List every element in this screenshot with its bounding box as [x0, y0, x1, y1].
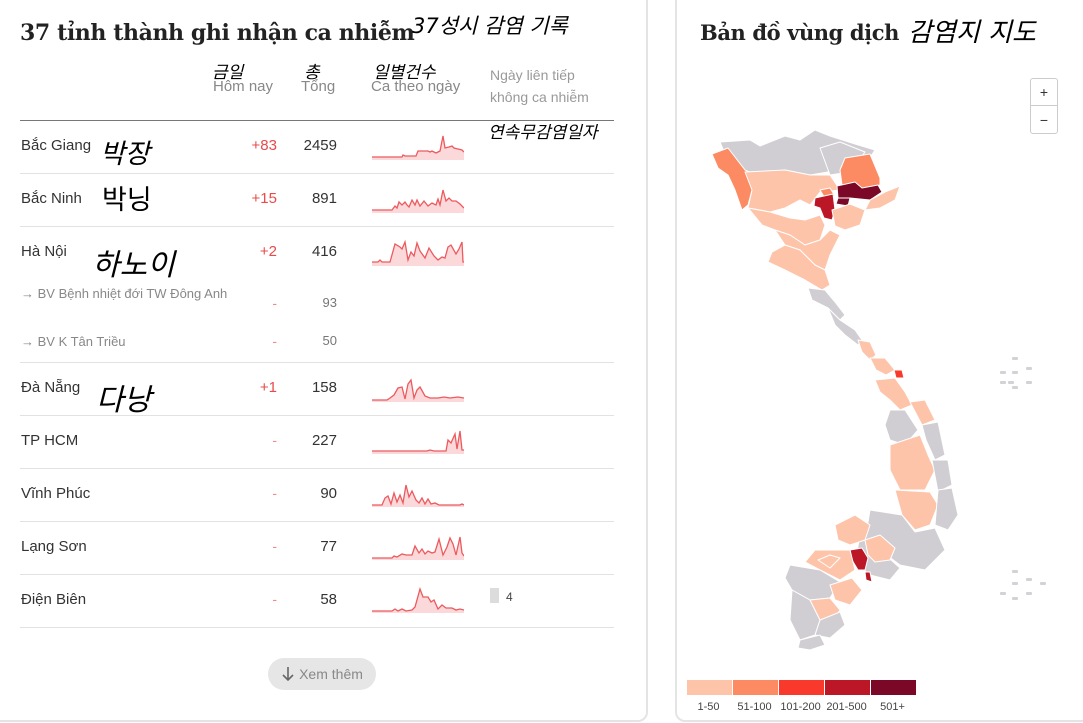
today-count: +15 — [251, 190, 277, 207]
header-divider — [20, 120, 614, 121]
province-name: Đà Nẵng — [21, 379, 81, 396]
sparkline-chart — [372, 484, 464, 507]
streak-label-line2: không ca nhiễm — [490, 89, 589, 105]
sparkline-chart — [372, 135, 464, 160]
map-title-annotation: 감염지 지도 — [908, 18, 1036, 48]
total-count: 58 — [320, 591, 337, 608]
sparkline-chart — [372, 189, 464, 213]
column-header-daily: Ca theo ngày — [371, 78, 461, 95]
sparkline-chart — [372, 378, 464, 402]
daily-annotation: 일별건수 — [373, 63, 436, 83]
legend-label: 201-500 — [826, 701, 867, 713]
load-more-label: Xem thêm — [299, 666, 363, 682]
legend-label: 51-100 — [737, 701, 772, 713]
total-count: 77 — [320, 538, 337, 555]
sparkline-chart — [372, 430, 464, 454]
legend-item: 1-50 — [687, 680, 732, 713]
provinces-card — [0, 0, 648, 722]
row-divider — [20, 415, 614, 416]
today-count: - — [272, 591, 277, 607]
map-zoom-control: + − — [1030, 78, 1058, 134]
province-name: Điện Biên — [21, 591, 87, 608]
today-count: - — [272, 295, 277, 311]
today-count: +2 — [259, 243, 277, 260]
total-count: 2459 — [303, 137, 337, 154]
column-header-today[interactable]: Hôm nay — [213, 78, 274, 95]
row-divider — [20, 226, 614, 227]
province-annotation: 박장 — [100, 139, 150, 170]
province-name: TP HCM — [21, 432, 79, 449]
legend-swatch — [779, 680, 824, 695]
streak-bar — [490, 588, 499, 603]
streak-days: 4 — [506, 590, 513, 604]
row-divider — [20, 627, 614, 628]
today-count: - — [272, 538, 277, 554]
sparkline-chart — [372, 536, 464, 560]
map-legend: 1-50 51-100 101-200 201-500 501+ — [687, 680, 916, 713]
arrow-down-icon — [282, 667, 294, 682]
total-count: 93 — [322, 295, 337, 310]
today-count: - — [272, 432, 277, 448]
province-annotation: 박닝 — [102, 185, 152, 216]
total-count: 227 — [311, 432, 337, 449]
total-count: 50 — [322, 333, 337, 348]
legend-swatch — [871, 680, 916, 695]
row-divider — [20, 468, 614, 469]
sparkline-chart — [372, 587, 464, 613]
province-name: Bắc Ninh — [21, 190, 82, 207]
province-annotation: 하노이 — [92, 248, 175, 283]
total-annotation: 총 — [304, 63, 320, 83]
row-divider — [20, 173, 614, 174]
column-header-streak[interactable]: Ngày liên tiếp không ca nhiễm — [490, 64, 589, 108]
map-title: Bản đồ vùng dịch — [700, 20, 899, 45]
today-count: +83 — [251, 137, 277, 154]
legend-swatch — [825, 680, 870, 695]
load-more-button[interactable]: Xem thêm — [268, 658, 376, 690]
today-count: - — [272, 333, 277, 349]
vietnam-choropleth-map[interactable] — [690, 130, 990, 650]
facility-name: → BV K Tân Triều — [21, 334, 126, 349]
zoom-in-button[interactable]: + — [1031, 79, 1057, 106]
legend-item: 51-100 — [733, 680, 778, 713]
legend-item: 201-500 — [825, 680, 870, 713]
province-name: Hà Nội — [21, 243, 67, 260]
province-name: Vĩnh Phúc — [21, 485, 91, 502]
province-annotation: 다낭 — [96, 383, 152, 418]
today-count: - — [272, 485, 277, 501]
province-name: Lạng Sơn — [21, 538, 87, 555]
today-count: +1 — [259, 379, 277, 396]
today-annotation: 금일 — [212, 63, 244, 83]
page-title: 37 tỉnh thành ghi nhận ca nhiễm — [20, 20, 415, 46]
sparkline-chart — [372, 240, 464, 266]
total-count: 891 — [311, 190, 337, 207]
streak-annotation: 연속무감염일자 — [488, 123, 598, 143]
title-annotation: 37성시 감염 기록 — [412, 14, 568, 38]
legend-item: 501+ — [871, 680, 916, 713]
facility-name: → BV Bệnh nhiệt đới TW Đông Anh — [21, 286, 228, 301]
row-divider — [20, 362, 614, 363]
legend-label: 101-200 — [780, 701, 821, 713]
legend-label: 1-50 — [697, 701, 720, 713]
zoom-out-button[interactable]: − — [1039, 111, 1049, 128]
total-count: 90 — [320, 485, 337, 502]
total-count: 158 — [311, 379, 337, 396]
legend-swatch — [687, 680, 732, 695]
streak-label-line1: Ngày liên tiếp — [490, 67, 575, 83]
legend-swatch — [733, 680, 778, 695]
province-name: Bắc Giang — [21, 137, 92, 154]
total-count: 416 — [311, 243, 337, 260]
legend-label: 501+ — [880, 701, 905, 713]
row-divider — [20, 574, 614, 575]
legend-item: 101-200 — [779, 680, 824, 713]
row-divider — [20, 521, 614, 522]
column-header-total[interactable]: Tổng — [301, 78, 336, 95]
